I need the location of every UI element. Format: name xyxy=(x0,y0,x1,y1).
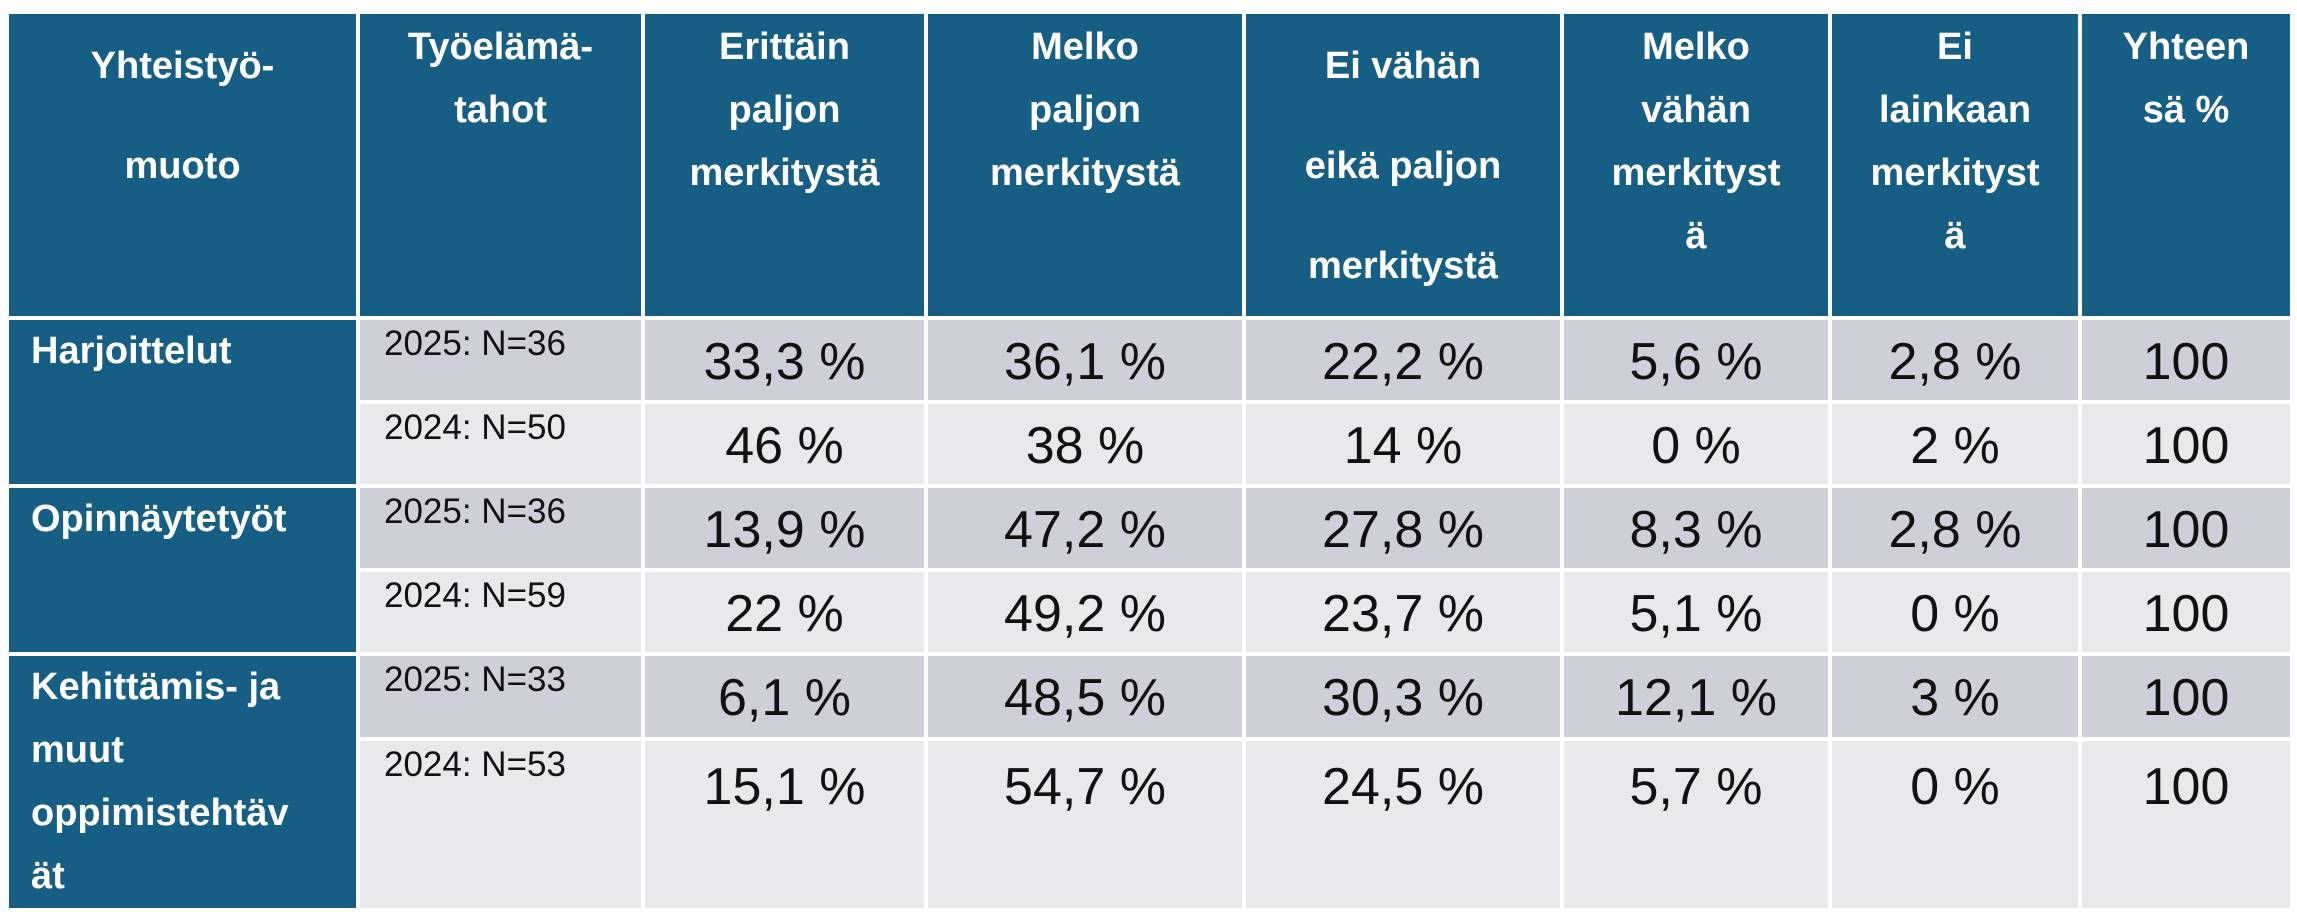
value-cell: 24,5 % xyxy=(1242,736,1564,912)
value-cell: 100 xyxy=(2078,652,2294,741)
table-row: Kehittämis- ja muut oppimistehtäv ät 202… xyxy=(5,652,2294,912)
header-label: Yhteen sä % xyxy=(2122,26,2250,131)
header-cell-neither: Ei vähän eikä paljon merkitystä xyxy=(1242,10,1564,320)
group-label: Harjoittelut xyxy=(31,330,232,372)
results-table: Yhteistyö- muoto Työelämä- tahot Erittäi… xyxy=(5,10,2294,912)
value-cell: 12,1 % xyxy=(1560,652,1832,741)
header-label: Ei vähän eikä paljon merkitystä xyxy=(1304,45,1502,287)
value-cell: 47,2 % xyxy=(924,484,1246,572)
value-cell: 100 xyxy=(2078,400,2294,488)
year-cell: 2024: N=50 xyxy=(356,400,645,488)
group-cell: Harjoittelut xyxy=(5,316,360,488)
group-label: Opinnäytetyöt xyxy=(31,498,287,540)
value-cell: 36,1 % xyxy=(924,316,1246,404)
year-cell: 2024: N=59 xyxy=(356,568,645,656)
value-cell: 5,1 % xyxy=(1560,568,1832,656)
value-cell: 100 xyxy=(2078,568,2294,656)
value-cell: 15,1 % xyxy=(641,736,928,912)
value-cell: 14 % xyxy=(1242,400,1564,488)
header-label: Yhteistyö- muoto xyxy=(90,45,275,187)
value-cell: 6,1 % xyxy=(641,652,928,741)
group-label: Kehittämis- ja muut oppimistehtäv ät xyxy=(31,666,289,897)
value-cell: 8,3 % xyxy=(1560,484,1832,572)
year-cell: 2025: N=36 xyxy=(356,316,645,404)
header-label: Melko paljon merkitystä xyxy=(989,26,1181,194)
value-cell: 2,8 % xyxy=(1828,316,2082,404)
value-cell: 46 % xyxy=(641,400,928,488)
value-cell: 100 xyxy=(2078,316,2294,404)
header-cell-worklife-parties: Työelämä- tahot xyxy=(356,10,645,320)
group-cell: Kehittämis- ja muut oppimistehtäv ät xyxy=(5,652,360,912)
header-cell-not-at-all: Ei lainkaan merkityst ä xyxy=(1828,10,2082,320)
value-cell: 2,8 % xyxy=(1828,484,2082,572)
table-row: Harjoittelut 2025: N=36 33,3 % 36,1 % 22… xyxy=(5,316,2294,488)
table-row: Opinnäytetyöt 2025: N=36 13,9 % 47,2 % 2… xyxy=(5,484,2294,656)
value-cell: 2 % xyxy=(1828,400,2082,488)
header-row: Yhteistyö- muoto Työelämä- tahot Erittäi… xyxy=(5,10,2294,320)
header-cell-cooperation-form: Yhteistyö- muoto xyxy=(5,10,360,320)
value-cell: 0 % xyxy=(1828,568,2082,656)
value-cell: 49,2 % xyxy=(924,568,1246,656)
value-cell: 0 % xyxy=(1560,400,1832,488)
header-label: Ei lainkaan merkityst ä xyxy=(1870,26,2040,257)
year-cell: 2025: N=33 xyxy=(356,652,645,741)
value-cell: 54,7 % xyxy=(924,736,1246,912)
value-cell: 38 % xyxy=(924,400,1246,488)
header-label: Työelämä- tahot xyxy=(407,26,594,131)
value-cell: 100 xyxy=(2078,736,2294,912)
year-cell: 2024: N=53 xyxy=(356,736,645,912)
value-cell: 22,2 % xyxy=(1242,316,1564,404)
value-cell: 22 % xyxy=(641,568,928,656)
header-cell-quite-much: Melko paljon merkitystä xyxy=(924,10,1246,320)
value-cell: 0 % xyxy=(1828,736,2082,912)
value-cell: 33,3 % xyxy=(641,316,928,404)
value-cell: 5,6 % xyxy=(1560,316,1832,404)
value-cell: 27,8 % xyxy=(1242,484,1564,572)
table-row: 2024: N=59 22 % 49,2 % 23,7 % 5,1 % 0 % … xyxy=(7,568,2294,656)
header-label: Melko vähän merkityst ä xyxy=(1611,26,1781,257)
header-label: Erittäin paljon merkitystä xyxy=(689,26,880,194)
value-cell: 13,9 % xyxy=(641,484,928,572)
value-cell: 5,7 % xyxy=(1560,736,1832,912)
value-cell: 23,7 % xyxy=(1242,568,1564,656)
group-cell: Opinnäytetyöt xyxy=(5,484,360,656)
year-cell: 2025: N=36 xyxy=(356,484,645,572)
value-cell: 48,5 % xyxy=(924,652,1246,741)
table-row: 2024: N=50 46 % 38 % 14 % 0 % 2 % 100 xyxy=(7,400,2294,488)
header-cell-very-much: Erittäin paljon merkitystä xyxy=(641,10,928,320)
value-cell: 3 % xyxy=(1828,652,2082,741)
header-cell-quite-little: Melko vähän merkityst ä xyxy=(1560,10,1832,320)
value-cell: 30,3 % xyxy=(1242,652,1564,741)
value-cell: 100 xyxy=(2078,484,2294,572)
header-cell-total: Yhteen sä % xyxy=(2078,10,2294,320)
